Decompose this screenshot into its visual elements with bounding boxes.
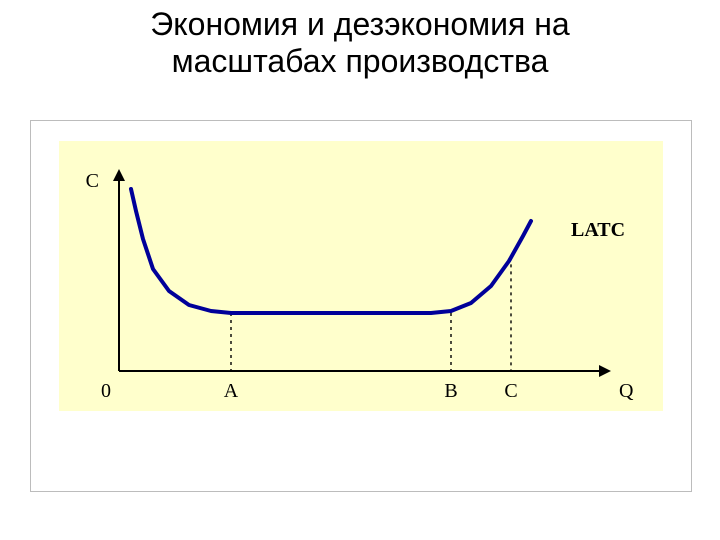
title-line-1: Экономия и дезэкономия на (150, 6, 569, 42)
chart-svg: C 0 A B C Q LATC (31, 121, 691, 491)
title-line-2: масштабах производства (172, 43, 549, 79)
label-c: C (504, 380, 517, 402)
label-x-axis: Q (619, 380, 634, 402)
label-origin: 0 (101, 380, 111, 402)
white-strip (121, 421, 551, 481)
label-y-axis: C (86, 170, 99, 192)
label-b: B (444, 380, 457, 402)
chart-panel: C 0 A B C Q LATC (30, 120, 692, 492)
label-a: A (224, 380, 239, 402)
slide: Экономия и дезэкономия на масштабах прои… (0, 0, 720, 540)
label-latc: LATC (571, 219, 625, 241)
slide-title: Экономия и дезэкономия на масштабах прои… (0, 6, 720, 80)
